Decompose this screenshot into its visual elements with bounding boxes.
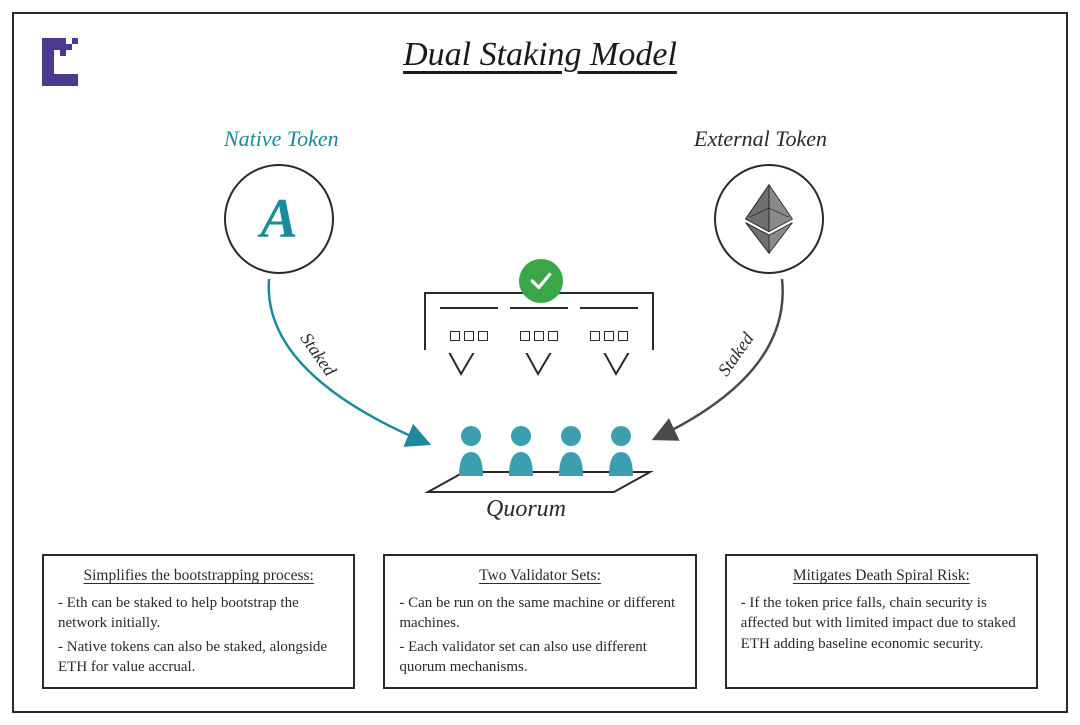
info-bullet: - Eth can be staked to help bootstrap th…	[58, 593, 339, 634]
staked-label-left: Staked	[296, 329, 341, 380]
diagram-frame: Dual Staking Model Native Token External…	[12, 12, 1068, 713]
info-bullet: - If the token price falls, chain securi…	[741, 593, 1022, 654]
info-box-death-spiral: Mitigates Death Spiral Risk: - If the to…	[725, 554, 1038, 689]
quorum-label: Quorum	[486, 496, 566, 523]
quorum-group	[414, 414, 664, 504]
ethereum-icon	[741, 183, 797, 255]
check-icon	[528, 268, 554, 294]
info-title: Mitigates Death Spiral Risk:	[741, 566, 1022, 587]
validator-tails	[424, 350, 654, 380]
info-boxes-row: Simplifies the bootstrapping process: - …	[42, 554, 1038, 689]
validator-row-squares	[426, 322, 652, 350]
arrow-native-to-quorum	[269, 279, 429, 444]
info-box-bootstrap: Simplifies the bootstrapping process: - …	[42, 554, 355, 689]
info-bullet: - Can be run on the same machine or diff…	[399, 593, 680, 634]
native-token-symbol: A	[260, 187, 297, 251]
brand-logo	[42, 38, 90, 86]
diagram-title: Dual Staking Model	[403, 36, 677, 74]
info-title: Two Validator Sets:	[399, 566, 680, 587]
native-token-label: Native Token	[224, 126, 339, 152]
checkmark-badge	[519, 259, 563, 303]
info-box-validators: Two Validator Sets: - Can be run on the …	[383, 554, 696, 689]
staked-label-right: Staked	[714, 329, 759, 380]
external-token-circle	[714, 164, 824, 274]
native-token-circle: A	[224, 164, 334, 274]
info-bullet: - Each validator set can also use differ…	[399, 637, 680, 678]
external-token-label: External Token	[694, 126, 827, 152]
quorum-person-icons	[459, 426, 633, 476]
info-title: Simplifies the bootstrapping process:	[58, 566, 339, 587]
logo-icon	[42, 38, 90, 86]
info-bullet: - Native tokens can also be staked, alon…	[58, 637, 339, 678]
